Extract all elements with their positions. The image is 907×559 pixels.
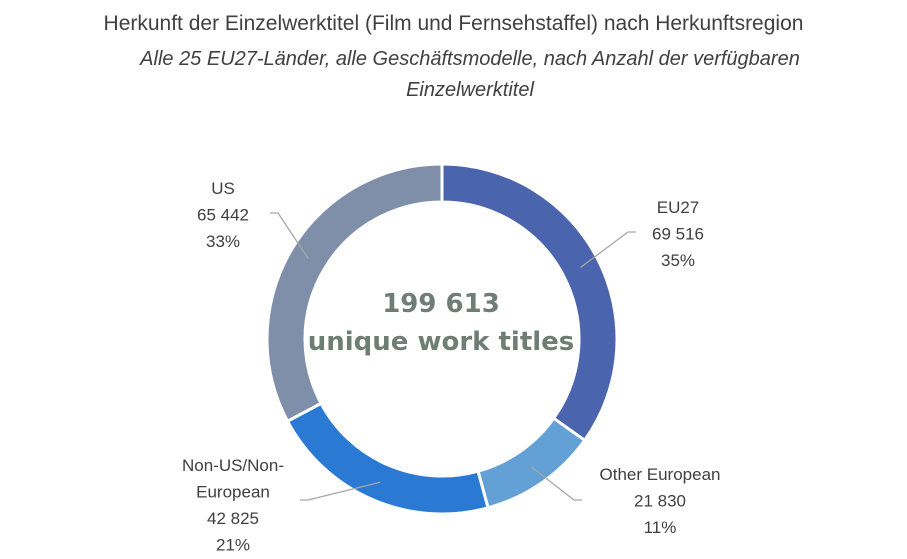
slice-other-european xyxy=(476,416,587,510)
center-total: 199 613 xyxy=(382,289,500,319)
leader-line xyxy=(580,231,636,268)
center-caption: unique work titles xyxy=(308,327,575,357)
data-label: US xyxy=(211,179,235,198)
chart-title: Herkunft der Einzelwerktitel (Film und F… xyxy=(103,12,804,35)
data-label: 21 830 xyxy=(634,492,686,511)
data-label: 21% xyxy=(216,536,250,555)
data-label: European xyxy=(196,483,270,502)
data-label: 69 516 xyxy=(652,225,704,244)
data-label: 11% xyxy=(644,518,677,537)
data-label: 42 825 xyxy=(207,509,259,528)
data-label: EU27 xyxy=(657,198,700,217)
slice-us xyxy=(265,162,444,424)
data-label: 65 442 xyxy=(197,206,249,225)
leader-line xyxy=(530,466,582,501)
leader-line xyxy=(270,212,309,260)
data-label: 33% xyxy=(206,232,240,251)
chart-subtitle: Alle 25 EU27-Länder, alle Geschäftsmodel… xyxy=(140,48,800,101)
data-label: Non-US/Non- xyxy=(182,456,284,475)
data-label: 35% xyxy=(661,251,695,270)
leader-line xyxy=(300,481,381,501)
data-label: Other European xyxy=(600,465,721,484)
